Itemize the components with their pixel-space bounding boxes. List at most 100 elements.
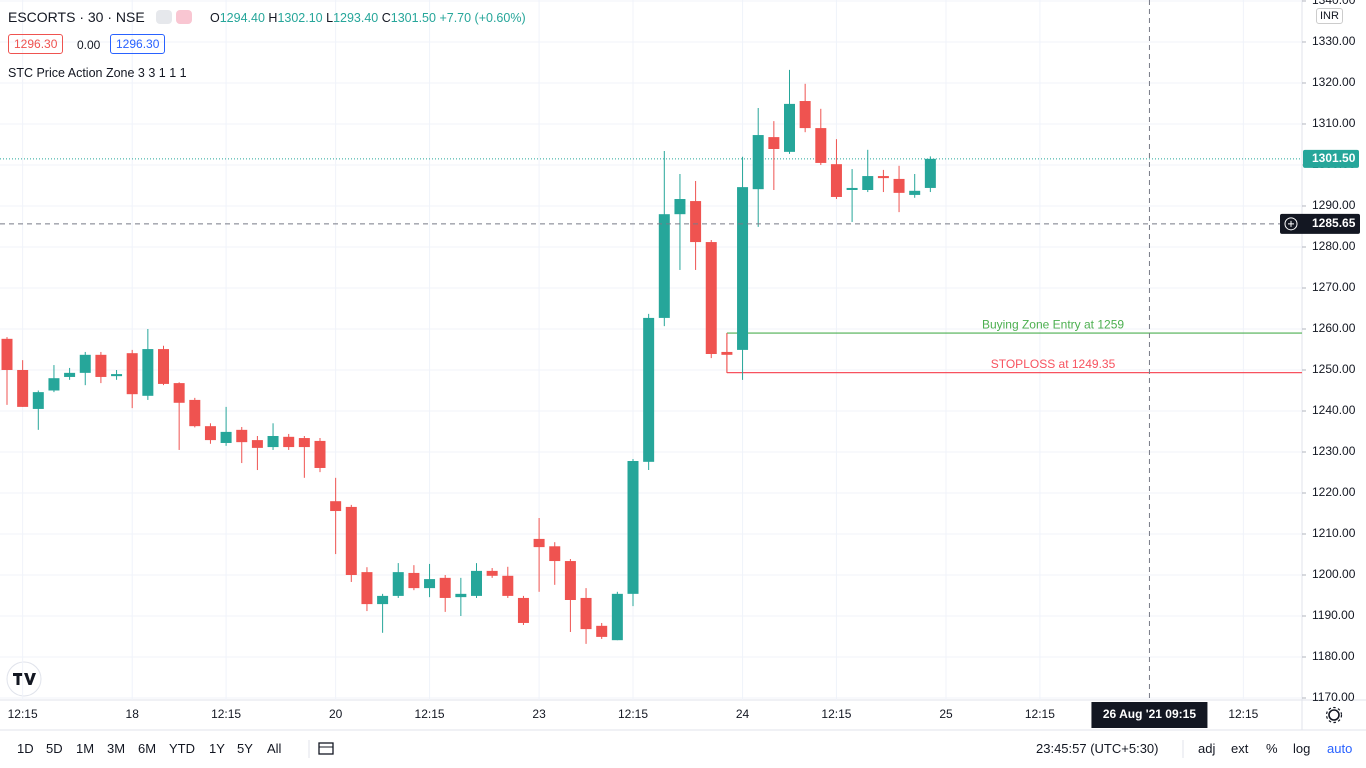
candle-body: [517, 597, 529, 623]
ohlc-key: L: [326, 11, 334, 25]
candle-body: [596, 625, 608, 637]
scale-option[interactable]: log: [1293, 741, 1311, 756]
candle-body: [236, 429, 248, 443]
candle-body: [674, 199, 686, 215]
candle-body: [721, 351, 733, 355]
x-tick-label: 12:15: [8, 707, 38, 721]
candle-body: [737, 187, 749, 350]
range-button[interactable]: 3M: [107, 741, 126, 756]
candle-body: [298, 438, 310, 448]
y-tick-label: 1270.00: [1312, 280, 1356, 294]
x-tick-label: 25: [939, 707, 953, 721]
range-button[interactable]: 1M: [76, 741, 95, 756]
candle-body: [502, 575, 514, 596]
candle-body: [314, 440, 326, 468]
candle-body: [408, 572, 420, 589]
ask[interactable]: 1296.30: [110, 34, 166, 54]
ohlc-legend: O1294.40 H1302.10 L1293.40 C1301.50 +7.7…: [210, 11, 526, 25]
candle-body: [189, 399, 201, 427]
y-tick-label: 1200.00: [1312, 567, 1356, 581]
y-tick-label: 1280.00: [1312, 239, 1356, 253]
candle-body: [830, 164, 842, 197]
spread: 0.00: [77, 38, 101, 52]
candle-body: [862, 176, 874, 190]
ohlc-value: 1294.40: [219, 11, 265, 25]
x-tick-label: 12:15: [1228, 707, 1258, 721]
annotation-label: STOPLOSS at 1249.35: [991, 357, 1116, 371]
range-button[interactable]: 1Y: [209, 741, 225, 756]
candle-body: [784, 103, 795, 152]
range-button[interactable]: 5D: [46, 741, 63, 756]
range-button[interactable]: All: [267, 741, 282, 756]
scale-option[interactable]: ext: [1231, 741, 1249, 756]
candle-body: [549, 546, 561, 562]
ohlc-value: 1293.40: [333, 11, 379, 25]
add-alert-icon: [1284, 217, 1298, 231]
y-tick-label: 1320.00: [1312, 75, 1356, 89]
settings-icon[interactable]: [1325, 706, 1343, 724]
range-button[interactable]: YTD: [169, 741, 195, 756]
candle-body: [815, 128, 827, 163]
crosshair-price-label: 1285.65: [1312, 216, 1356, 230]
range-button[interactable]: 5Y: [237, 741, 253, 756]
candle-body: [580, 597, 592, 630]
candle-body: [204, 426, 216, 441]
candle-body: [486, 570, 498, 576]
indicator[interactable]: STC Price Action Zone 3 3 1 1 1: [8, 66, 187, 80]
candle-body: [345, 506, 357, 575]
clock: 23:45:57 (UTC+5:30): [1036, 741, 1159, 756]
y-tick-label: 1250.00: [1312, 362, 1356, 376]
candle-body: [267, 435, 279, 448]
ohlc-key: C: [381, 11, 391, 25]
calendar-icon[interactable]: [308, 740, 334, 758]
candle-body: [877, 176, 889, 179]
candle-body: [752, 135, 764, 190]
ohlc-key: H: [268, 11, 278, 25]
x-tick-label: 12:15: [618, 707, 648, 721]
candle-body: [1, 338, 13, 370]
candle-body: [251, 440, 263, 448]
scale-option[interactable]: %: [1266, 741, 1278, 756]
y-tick-label: 1330.00: [1312, 34, 1356, 48]
y-tick-label: 1210.00: [1312, 526, 1356, 540]
y-tick-label: 1190.00: [1312, 608, 1355, 622]
range-button[interactable]: 1D: [17, 741, 34, 756]
candle-body: [893, 178, 905, 193]
candle-body: [361, 572, 373, 605]
candle-body: [220, 431, 232, 443]
candle-body: [95, 354, 107, 377]
ohlc-key: O: [210, 11, 220, 25]
candle-body: [643, 317, 655, 462]
symbol[interactable]: ESCORTS · 30 · NSE: [8, 9, 145, 25]
grid: [0, 0, 1302, 700]
candle-body: [392, 572, 404, 596]
range-button[interactable]: 6M: [138, 741, 157, 756]
candle-body: [79, 354, 91, 373]
y-tick-label: 1180.00: [1312, 649, 1355, 663]
x-tick-label: 24: [736, 707, 750, 721]
tv-logo: [6, 661, 42, 697]
change: +7.70 (+0.60%): [439, 11, 526, 25]
candle-body: [455, 593, 467, 598]
candle-body: [142, 349, 154, 396]
scale-option[interactable]: adj: [1198, 741, 1216, 756]
scale-option[interactable]: auto: [1327, 741, 1353, 756]
candle-body: [32, 392, 44, 409]
last-price-label: 1301.50: [1312, 151, 1356, 165]
candle-body: [283, 436, 295, 448]
candle-body: [330, 501, 342, 512]
candle-body: [533, 538, 545, 548]
candle-body: [846, 187, 858, 190]
bid[interactable]: 1296.30: [8, 34, 64, 54]
candle-body: [690, 201, 702, 243]
currency[interactable]: INR: [1316, 8, 1343, 24]
candle-body: [158, 349, 169, 384]
x-tick-label: 12:15: [1025, 707, 1055, 721]
candle-body: [909, 190, 921, 195]
candle-body: [424, 579, 436, 589]
x-tick-label: 12:15: [211, 707, 241, 721]
x-tick-label: 12:15: [821, 707, 851, 721]
candle-body: [768, 137, 780, 149]
